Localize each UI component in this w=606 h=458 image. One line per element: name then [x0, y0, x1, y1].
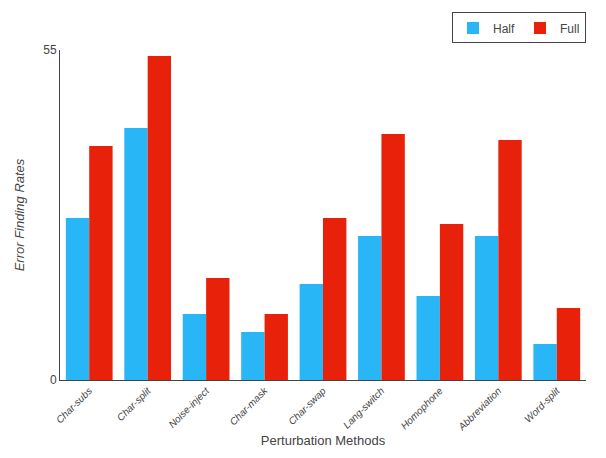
svg-text:Full: Full — [560, 22, 579, 36]
svg-text:Lang-switch: Lang-switch — [341, 385, 387, 431]
svg-text:Error Finding Rates: Error Finding Rates — [12, 158, 27, 271]
svg-text:Char-split: Char-split — [115, 384, 154, 423]
svg-text:Perturbation Methods: Perturbation Methods — [261, 433, 386, 448]
svg-text:Half: Half — [493, 22, 515, 36]
svg-text:0: 0 — [50, 373, 57, 387]
svg-text:Char-swap: Char-swap — [286, 385, 328, 427]
svg-text:Noise-inject: Noise-inject — [166, 384, 212, 430]
svg-text:Char-mask: Char-mask — [227, 384, 270, 427]
svg-text:Char-subs: Char-subs — [54, 385, 94, 425]
svg-text:Homophone: Homophone — [399, 385, 446, 432]
svg-text:Abbreviation: Abbreviation — [455, 385, 503, 433]
svg-text:Word-split: Word-split — [522, 384, 562, 424]
svg-text:55: 55 — [43, 43, 57, 57]
